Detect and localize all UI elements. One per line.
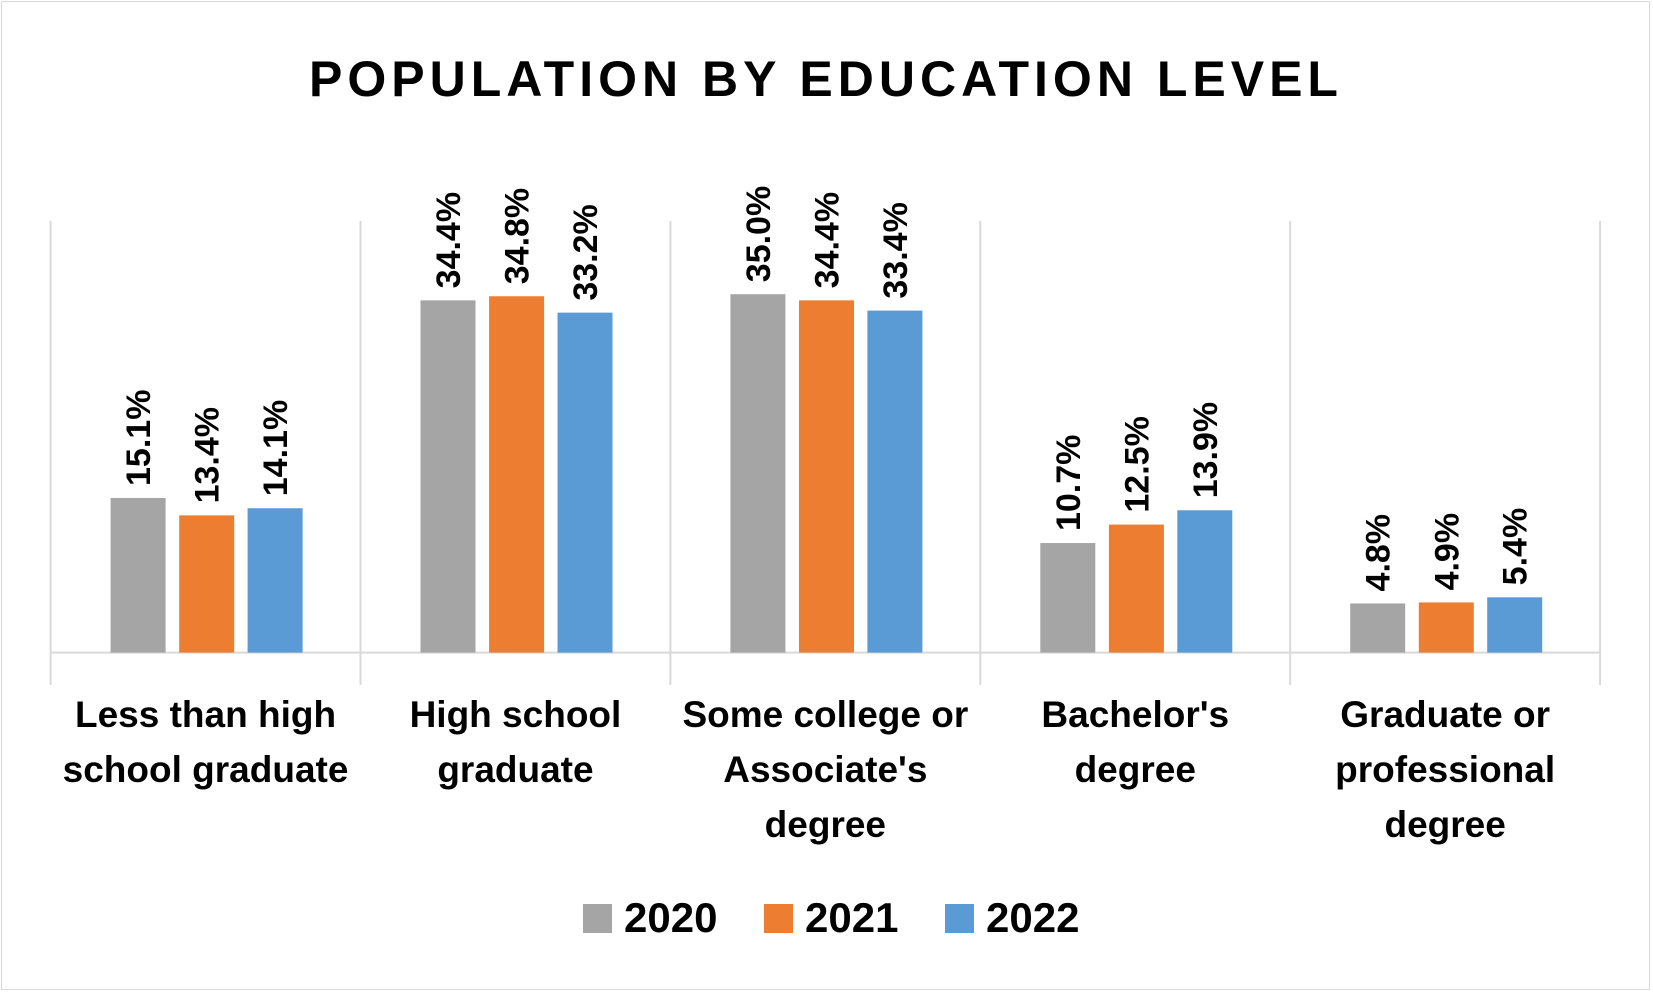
- data-label: 13.4%: [189, 407, 227, 503]
- category-label: Some college or: [682, 694, 968, 735]
- category-label: Graduate or: [1340, 694, 1550, 735]
- bar-2020: [420, 300, 476, 653]
- data-label: 5.4%: [1497, 508, 1535, 586]
- legend-label: 2021: [805, 894, 898, 941]
- legend-swatch-2020: [583, 904, 612, 933]
- legend-label: 2022: [986, 894, 1079, 941]
- data-label: 10.7%: [1050, 435, 1088, 531]
- legend-label: 2020: [624, 894, 717, 941]
- bar-2020: [110, 497, 166, 653]
- bar-2022: [1487, 597, 1543, 653]
- bar-2021: [179, 515, 235, 653]
- category-label: school graduate: [63, 749, 349, 790]
- data-label: 34.4%: [809, 192, 847, 288]
- data-label: 33.4%: [877, 202, 915, 298]
- category-label: graduate: [437, 749, 593, 790]
- data-label: 4.8%: [1360, 514, 1398, 592]
- category-label: Associate's: [723, 749, 927, 790]
- data-label: 14.1%: [257, 400, 295, 496]
- category-label: degree: [765, 804, 886, 845]
- category-label: degree: [1384, 804, 1505, 845]
- bar-2020: [1040, 543, 1096, 653]
- data-label: 34.4%: [430, 192, 468, 288]
- data-label: 13.9%: [1187, 402, 1225, 498]
- bar-2020: [730, 294, 786, 653]
- data-label: 15.1%: [120, 390, 158, 486]
- category-label: professional: [1335, 749, 1555, 790]
- legend-swatch-2021: [764, 904, 793, 933]
- bar-2022: [1177, 510, 1233, 653]
- category-label: Less than high: [75, 694, 336, 735]
- bar-2020: [1350, 603, 1406, 653]
- data-label: 4.9%: [1428, 513, 1466, 591]
- legend-swatch-2022: [945, 904, 974, 933]
- category-label: High school: [410, 694, 622, 735]
- bar-2021: [489, 296, 545, 653]
- bar-2021: [1108, 524, 1164, 653]
- bar-2022: [247, 508, 303, 653]
- data-label: 33.2%: [567, 204, 605, 300]
- category-label: degree: [1075, 749, 1196, 790]
- bar-2022: [557, 312, 613, 653]
- data-label: 34.8%: [499, 188, 537, 284]
- bar-2021: [1418, 602, 1474, 653]
- chart-title: POPULATION BY EDUCATION LEVEL: [309, 51, 1343, 107]
- bar-2022: [867, 310, 923, 653]
- category-label: Bachelor's: [1041, 694, 1229, 735]
- data-label: 12.5%: [1118, 416, 1156, 512]
- data-label: 35.0%: [740, 186, 778, 282]
- bar-2021: [799, 300, 854, 653]
